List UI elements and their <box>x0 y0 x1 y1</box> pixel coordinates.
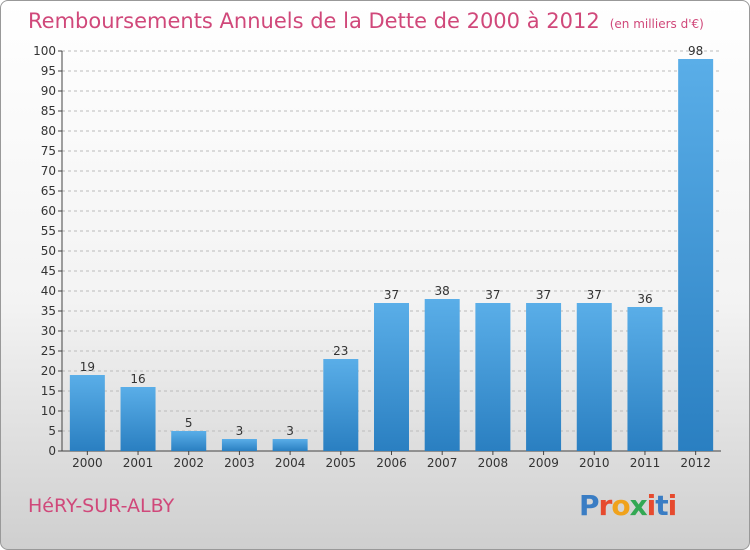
y-tick-label: 70 <box>41 164 56 178</box>
bar <box>424 299 460 451</box>
chart-unit: (en milliers d'€) <box>609 17 704 31</box>
bar <box>69 375 105 451</box>
bar <box>171 431 207 451</box>
place-name: HéRY-SUR-ALBY <box>28 495 175 517</box>
y-tick-label: 30 <box>41 324 56 338</box>
bar <box>221 439 257 451</box>
bar <box>272 439 308 451</box>
x-tick-label: 2012 <box>680 456 711 470</box>
data-label: 3 <box>236 424 244 438</box>
chart-title-text: Remboursements Annuels de la Dette de 20… <box>28 9 600 33</box>
x-tick-label: 2006 <box>376 456 407 470</box>
x-tick-label: 2005 <box>326 456 357 470</box>
x-tick-label: 2004 <box>275 456 306 470</box>
y-tick-label: 65 <box>41 184 56 198</box>
data-label: 23 <box>333 344 348 358</box>
logo-letter: x <box>629 489 648 522</box>
y-tick-label: 10 <box>41 404 56 418</box>
y-tick-label: 45 <box>41 264 56 278</box>
y-tick-label: 60 <box>41 204 56 218</box>
data-label: 16 <box>130 372 145 386</box>
x-tick-label: 2003 <box>224 456 255 470</box>
bar <box>627 307 663 451</box>
y-tick-label: 100 <box>33 44 56 58</box>
y-tick-label: 75 <box>41 144 56 158</box>
y-tick-label: 5 <box>48 424 56 438</box>
data-label: 3 <box>286 424 294 438</box>
y-tick-label: 80 <box>41 124 56 138</box>
y-tick-label: 50 <box>41 244 56 258</box>
data-label: 37 <box>536 288 551 302</box>
data-label: 37 <box>485 288 500 302</box>
y-tick-label: 85 <box>41 104 56 118</box>
y-tick-label: 40 <box>41 284 56 298</box>
x-tick-label: 2007 <box>427 456 458 470</box>
bar <box>120 387 156 451</box>
logo-letter: o <box>611 489 630 522</box>
data-label: 37 <box>587 288 602 302</box>
y-tick-label: 55 <box>41 224 56 238</box>
bar <box>526 303 562 451</box>
x-tick-label: 2001 <box>123 456 154 470</box>
bar <box>475 303 511 451</box>
x-tick-label: 2009 <box>528 456 559 470</box>
logo-letter: i <box>667 489 678 522</box>
x-tick-label: 2008 <box>478 456 509 470</box>
y-tick-label: 25 <box>41 344 56 358</box>
y-tick-label: 15 <box>41 384 56 398</box>
bar <box>576 303 612 451</box>
logo-letter: i <box>646 489 657 522</box>
data-label: 5 <box>185 416 193 430</box>
y-tick-label: 0 <box>48 444 56 458</box>
x-tick-label: 2000 <box>72 456 103 470</box>
x-tick-label: 2011 <box>630 456 661 470</box>
x-tick-label: 2002 <box>173 456 204 470</box>
data-label: 37 <box>384 288 399 302</box>
x-tick-label: 2010 <box>579 456 610 470</box>
y-tick-label: 20 <box>41 364 56 378</box>
data-label: 19 <box>80 360 95 374</box>
chart-title: Remboursements Annuels de la Dette de 20… <box>28 9 704 33</box>
bar <box>678 59 714 451</box>
y-tick-label: 35 <box>41 304 56 318</box>
logo-letter: t <box>655 489 668 522</box>
logo-letter: P <box>579 489 600 522</box>
y-tick-label: 90 <box>41 84 56 98</box>
bar <box>323 359 359 451</box>
bar <box>374 303 409 451</box>
y-tick-label: 95 <box>41 64 56 78</box>
data-label: 36 <box>637 292 652 306</box>
data-label: 38 <box>435 284 450 298</box>
data-label: 98 <box>688 44 703 58</box>
proxiti-logo: Proxiti <box>579 489 678 522</box>
logo-letter: r <box>598 489 613 522</box>
